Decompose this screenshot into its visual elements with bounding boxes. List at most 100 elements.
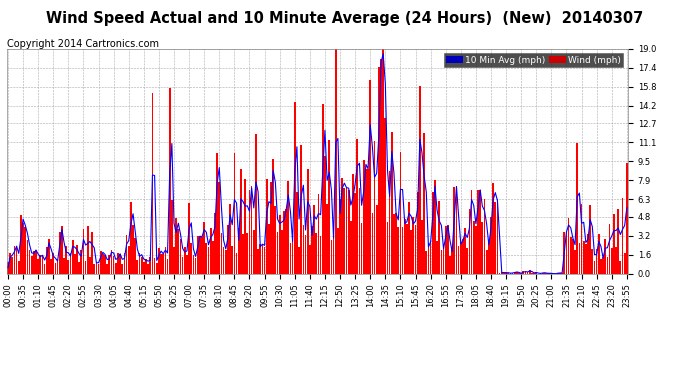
Bar	[242, 234, 244, 274]
Bar	[583, 241, 584, 274]
Bar	[307, 169, 308, 274]
Bar	[225, 250, 226, 274]
Bar	[167, 260, 168, 274]
Bar	[604, 239, 606, 274]
Bar	[91, 232, 93, 274]
Bar	[277, 232, 278, 274]
Bar	[335, 49, 337, 274]
Bar	[279, 214, 281, 274]
Bar	[624, 253, 626, 274]
Bar	[520, 273, 522, 274]
Bar	[359, 188, 360, 274]
Bar	[378, 66, 380, 274]
Bar	[98, 264, 99, 274]
Bar	[22, 224, 24, 274]
Bar	[486, 250, 488, 274]
Bar	[275, 206, 276, 274]
Bar	[201, 237, 203, 274]
Bar	[324, 156, 326, 274]
Bar	[231, 246, 233, 274]
Bar	[380, 59, 382, 274]
Bar	[402, 227, 404, 274]
Bar	[322, 104, 324, 274]
Bar	[572, 239, 574, 274]
Bar	[244, 179, 246, 274]
Bar	[102, 254, 103, 274]
Bar	[298, 247, 300, 274]
Bar	[255, 134, 257, 274]
Bar	[339, 199, 341, 274]
Bar	[16, 246, 17, 274]
Bar	[288, 181, 289, 274]
Bar	[208, 247, 209, 274]
Bar	[173, 247, 175, 274]
Bar	[126, 236, 128, 274]
Bar	[451, 248, 453, 274]
Bar	[124, 253, 126, 274]
Bar	[152, 93, 153, 274]
Bar	[281, 230, 283, 274]
Bar	[154, 258, 155, 274]
Bar	[210, 228, 212, 274]
Bar	[206, 243, 207, 274]
Bar	[169, 87, 170, 274]
Bar	[273, 159, 274, 274]
Bar	[501, 272, 502, 274]
Bar	[598, 234, 600, 274]
Bar	[83, 229, 84, 274]
Bar	[354, 194, 356, 274]
Bar	[156, 263, 157, 274]
Bar	[106, 264, 108, 274]
Bar	[137, 260, 138, 274]
Bar	[615, 247, 617, 274]
Bar	[110, 250, 112, 274]
Bar	[400, 152, 402, 274]
Bar	[268, 224, 270, 274]
Bar	[130, 202, 132, 274]
Bar	[162, 254, 164, 274]
Bar	[9, 253, 11, 274]
Bar	[417, 192, 419, 274]
Bar	[221, 233, 222, 274]
Bar	[490, 217, 492, 274]
Bar	[72, 240, 74, 274]
Bar	[214, 213, 216, 274]
Bar	[229, 204, 231, 274]
Bar	[227, 225, 229, 274]
Bar	[518, 273, 520, 274]
Bar	[238, 228, 239, 274]
Bar	[311, 226, 313, 274]
Bar	[115, 263, 117, 274]
Bar	[76, 245, 78, 274]
Bar	[24, 227, 26, 274]
Bar	[357, 139, 358, 274]
Bar	[197, 237, 199, 274]
Bar	[471, 190, 473, 274]
Bar	[589, 205, 591, 274]
Bar	[259, 244, 261, 274]
Bar	[622, 198, 623, 274]
Bar	[626, 163, 628, 274]
Bar	[526, 272, 529, 274]
Bar	[41, 256, 43, 274]
Bar	[326, 204, 328, 274]
Bar	[432, 192, 433, 274]
Bar	[497, 199, 498, 274]
Bar	[294, 102, 295, 274]
Bar	[365, 168, 367, 274]
Bar	[141, 256, 143, 274]
Legend: 10 Min Avg (mph), Wind (mph): 10 Min Avg (mph), Wind (mph)	[444, 53, 623, 67]
Bar	[250, 186, 253, 274]
Bar	[460, 242, 462, 274]
Bar	[181, 257, 184, 274]
Bar	[195, 258, 197, 274]
Bar	[147, 264, 149, 274]
Bar	[212, 241, 214, 274]
Bar	[574, 250, 576, 274]
Bar	[292, 240, 293, 274]
Bar	[542, 273, 544, 274]
Bar	[578, 243, 580, 274]
Bar	[26, 240, 28, 274]
Bar	[457, 246, 460, 274]
Bar	[61, 226, 63, 274]
